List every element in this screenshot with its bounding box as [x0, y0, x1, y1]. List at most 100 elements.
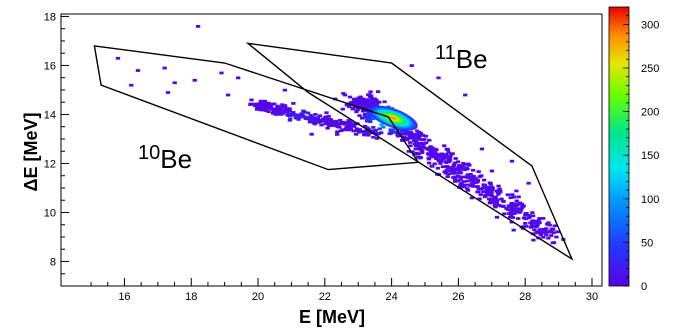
histogram-bin: [379, 123, 384, 127]
histogram-bin: [373, 128, 378, 132]
histogram-bin: [367, 93, 372, 96]
histogram-bin: [406, 150, 411, 153]
histogram-bin: [371, 99, 376, 103]
histogram-bin: [402, 132, 408, 136]
histogram-bin: [450, 171, 455, 175]
histogram-bin: [350, 100, 356, 104]
histogram-bin: [275, 106, 280, 110]
histogram-bin: [345, 121, 350, 125]
histogram-bin: [300, 114, 305, 117]
histogram-bin: [331, 120, 336, 123]
colorbar-tick-label: 300: [641, 19, 659, 31]
histogram-bin: [484, 188, 490, 192]
histogram-bin: [461, 185, 466, 189]
histogram-bin: [440, 165, 446, 169]
histogram-bin: [457, 175, 462, 179]
histogram-bin: [499, 197, 504, 201]
histogram-bin: [354, 110, 359, 114]
histogram-bin: [519, 206, 525, 210]
histogram-bin: [287, 109, 293, 113]
histogram-bin: [447, 156, 452, 160]
histogram-bin: [458, 184, 463, 188]
histogram-bin: [510, 193, 515, 196]
histogram-bin: [135, 69, 141, 72]
histogram-bin: [508, 196, 513, 200]
histogram-bin: [476, 190, 481, 194]
histogram-bin: [376, 132, 382, 136]
histogram-bin: [258, 99, 263, 103]
histogram-bin: [355, 108, 360, 112]
histogram-bin: [531, 219, 536, 223]
histogram-bin: [451, 164, 456, 168]
histogram-bin: [360, 103, 366, 107]
histogram-bin: [349, 122, 354, 126]
peak-contour: [390, 116, 397, 120]
histogram-bin: [485, 192, 490, 195]
histogram-bin: [462, 168, 467, 172]
histogram-bin: [346, 119, 351, 122]
histogram-bin: [543, 227, 549, 231]
histogram-bin: [494, 215, 500, 219]
histogram-bin: [342, 93, 348, 97]
histogram-bin: [524, 212, 529, 215]
histogram-bin: [258, 104, 263, 108]
histogram-bin: [496, 203, 501, 207]
histogram-bin: [377, 100, 382, 104]
histogram-bin: [546, 236, 551, 240]
histogram-bin: [396, 134, 401, 138]
isotope-10be-mass: 10: [138, 142, 160, 164]
histogram-bin: [235, 76, 241, 80]
histogram-bin: [415, 155, 421, 159]
histogram-bin: [253, 102, 258, 106]
histogram-bin: [462, 180, 467, 183]
histogram-bin: [375, 137, 380, 140]
x-tick-label: 26: [452, 291, 464, 303]
histogram-bin: [360, 97, 366, 101]
histogram-bin: [347, 105, 352, 109]
histogram-bin: [410, 150, 415, 154]
x-tick-label: 16: [118, 291, 130, 303]
histogram-bin: [550, 241, 556, 245]
histogram-bin: [344, 128, 349, 132]
histogram-bin: [324, 111, 329, 115]
histogram-bin: [437, 153, 443, 157]
histogram-bin: [326, 114, 331, 118]
histogram-bin: [419, 133, 425, 137]
histogram-bin: [323, 120, 329, 123]
histogram-bin: [339, 129, 344, 133]
histogram-bin: [341, 92, 346, 95]
histogram-bin: [372, 97, 377, 101]
histogram-bin: [308, 118, 314, 122]
histogram-bin: [453, 175, 458, 179]
histogram-bin: [530, 214, 536, 218]
histogram-bin: [424, 147, 429, 150]
histogram-bin: [365, 126, 370, 130]
histogram-bin: [498, 204, 504, 208]
histogram-bin: [458, 167, 463, 170]
colorbar-tick-label: 0: [641, 281, 647, 293]
histogram-bin: [475, 179, 480, 183]
histogram-bin: [541, 231, 547, 235]
histogram-bin: [512, 209, 518, 213]
histogram-bin: [354, 129, 359, 133]
histogram-bin: [493, 205, 498, 209]
histogram-bin: [417, 145, 422, 148]
histogram-bin: [510, 216, 516, 219]
histogram-bin: [389, 131, 394, 134]
histogram-bin: [458, 171, 463, 174]
histogram-bin: [514, 207, 519, 211]
histogram-bin: [446, 172, 451, 176]
histogram-bin: [486, 197, 492, 201]
histogram-bin: [549, 230, 554, 234]
histogram-bin: [519, 202, 525, 206]
histogram-bin: [360, 109, 366, 113]
histogram-bin: [461, 161, 466, 165]
histogram-bin: [347, 125, 352, 129]
histogram-bin: [508, 211, 514, 215]
y-tick-label: 16: [44, 60, 56, 72]
histogram-bin: [526, 181, 531, 185]
histogram-bin: [516, 217, 521, 220]
histogram-bin: [551, 231, 556, 235]
histogram-bin: [266, 103, 272, 107]
